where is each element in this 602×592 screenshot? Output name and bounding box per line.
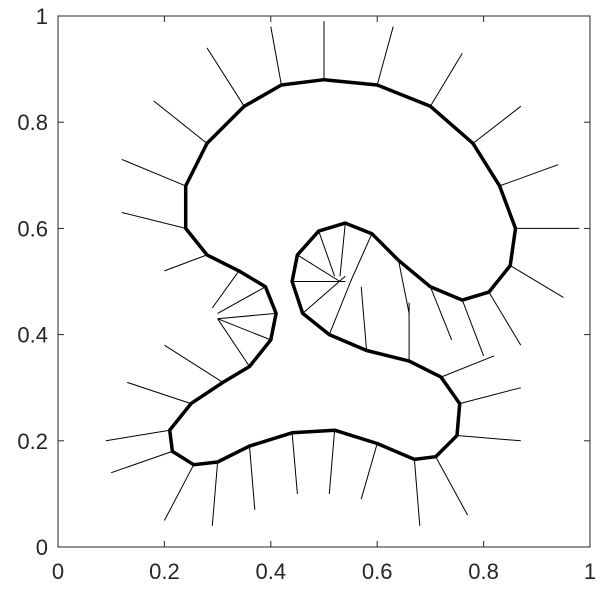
line bbox=[167, 77, 518, 467]
y-tick-label: 0.6 bbox=[17, 216, 48, 241]
x-tick-label: 1 bbox=[584, 559, 596, 584]
y-tick-label: 1 bbox=[36, 4, 48, 29]
y-tick-label: 0.4 bbox=[17, 323, 48, 348]
x-tick-label: 0.4 bbox=[256, 559, 287, 584]
x-tick-label: 0.2 bbox=[149, 559, 180, 584]
y-tick-label: 0.2 bbox=[17, 429, 48, 454]
x-tick-label: 0.6 bbox=[362, 559, 393, 584]
y-tick-label: 0 bbox=[36, 535, 48, 560]
y-tick-label: 0.8 bbox=[17, 110, 48, 135]
line bbox=[105, 21, 580, 526]
x-tick-label: 0 bbox=[52, 559, 64, 584]
x-tick-label: 0.8 bbox=[468, 559, 499, 584]
